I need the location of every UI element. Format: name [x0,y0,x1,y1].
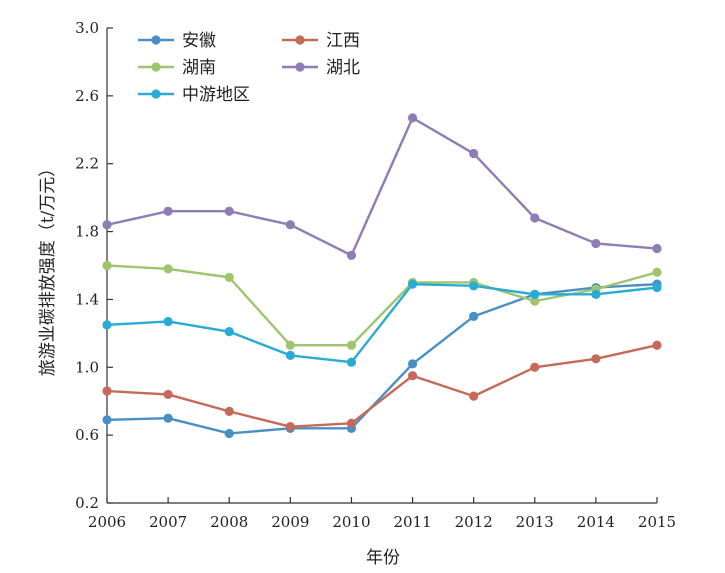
series-1 [102,279,662,439]
legend-label: 江西 [326,31,360,51]
data-point [591,238,601,249]
legend-item: 安徽 [138,31,216,51]
data-point [346,357,357,367]
data-point [224,327,234,337]
data-point [163,264,173,274]
data-point [102,386,112,396]
legend-label: 湖北 [326,58,360,78]
series-line [106,116,658,257]
y-tick-label: 0.2 [75,494,99,512]
data-point [530,213,540,223]
data-point [530,289,540,299]
x-tick-label: 2006 [88,513,126,531]
legend-item: 湖南 [138,58,216,78]
data-point [285,422,295,432]
data-point [530,362,540,372]
data-point [652,243,662,254]
x-tick-label: 2007 [149,513,187,531]
data-point [285,340,295,350]
series-line [106,344,658,428]
data-point [591,354,601,364]
legend-swatch-marker [151,89,161,99]
data-point [407,371,418,381]
series-2 [102,340,662,432]
data-point [224,406,234,416]
legend-swatch-marker [295,35,305,45]
data-point [163,206,173,216]
x-tick-label: 2015 [638,513,676,531]
data-point [102,320,112,330]
series-line [106,264,658,347]
series-line [106,282,658,435]
data-point [530,296,540,306]
legend-swatch-marker [151,62,161,72]
data-point [469,311,479,321]
x-tick-label: 2010 [332,513,370,531]
x-axis-title: 年份 [366,548,400,568]
legend-item: 湖北 [282,58,360,78]
x-tick-label: 2014 [577,513,615,531]
x-tick-label: 2009 [271,513,309,531]
legend-label: 湖南 [182,58,216,78]
data-point [407,113,418,123]
data-point [224,206,234,216]
legend-item: 中游地区 [138,85,250,105]
y-tick-label: 1.4 [75,290,99,308]
x-tick-label: 2012 [455,513,493,531]
data-point [285,220,295,230]
data-point [346,418,357,428]
y-tick-label: 2.6 [75,87,99,105]
legend-label: 安徽 [182,31,216,51]
data-point [407,279,418,289]
series-lines [102,113,662,439]
y-tick-label: 2.2 [75,155,99,173]
data-point [652,340,662,350]
data-point [102,415,112,425]
data-point [224,428,234,439]
legend-swatch-marker [151,35,161,45]
data-point [346,340,357,350]
data-point [285,350,295,361]
legend-item: 江西 [282,31,360,51]
data-point [652,267,662,277]
y-tick-label: 3.0 [75,19,99,37]
data-point [591,289,601,299]
y-tick-label: 1.8 [75,223,99,241]
data-point [346,250,357,260]
data-point [102,260,112,271]
data-point [469,148,479,159]
data-point [163,316,173,327]
x-tick-label: 2011 [393,513,431,531]
series-line [106,282,658,364]
data-point [224,272,234,282]
data-point [407,359,418,369]
data-point [469,281,479,291]
y-tick-label: 0.6 [75,426,99,444]
data-point [102,220,112,230]
x-tick-label: 2008 [210,513,248,531]
data-point [163,389,173,400]
series-3 [102,260,662,350]
legend-label: 中游地区 [182,85,250,105]
data-point [652,282,662,293]
x-tick-label: 2013 [516,513,554,531]
y-tick-label: 1.0 [75,358,99,376]
series-5 [102,279,662,367]
data-point [163,413,173,423]
y-axis-title: 旅游业碳排放强度（t/万元） [38,160,58,377]
legend-swatch-marker [295,62,305,72]
series-4 [102,113,662,260]
data-point [469,391,479,401]
